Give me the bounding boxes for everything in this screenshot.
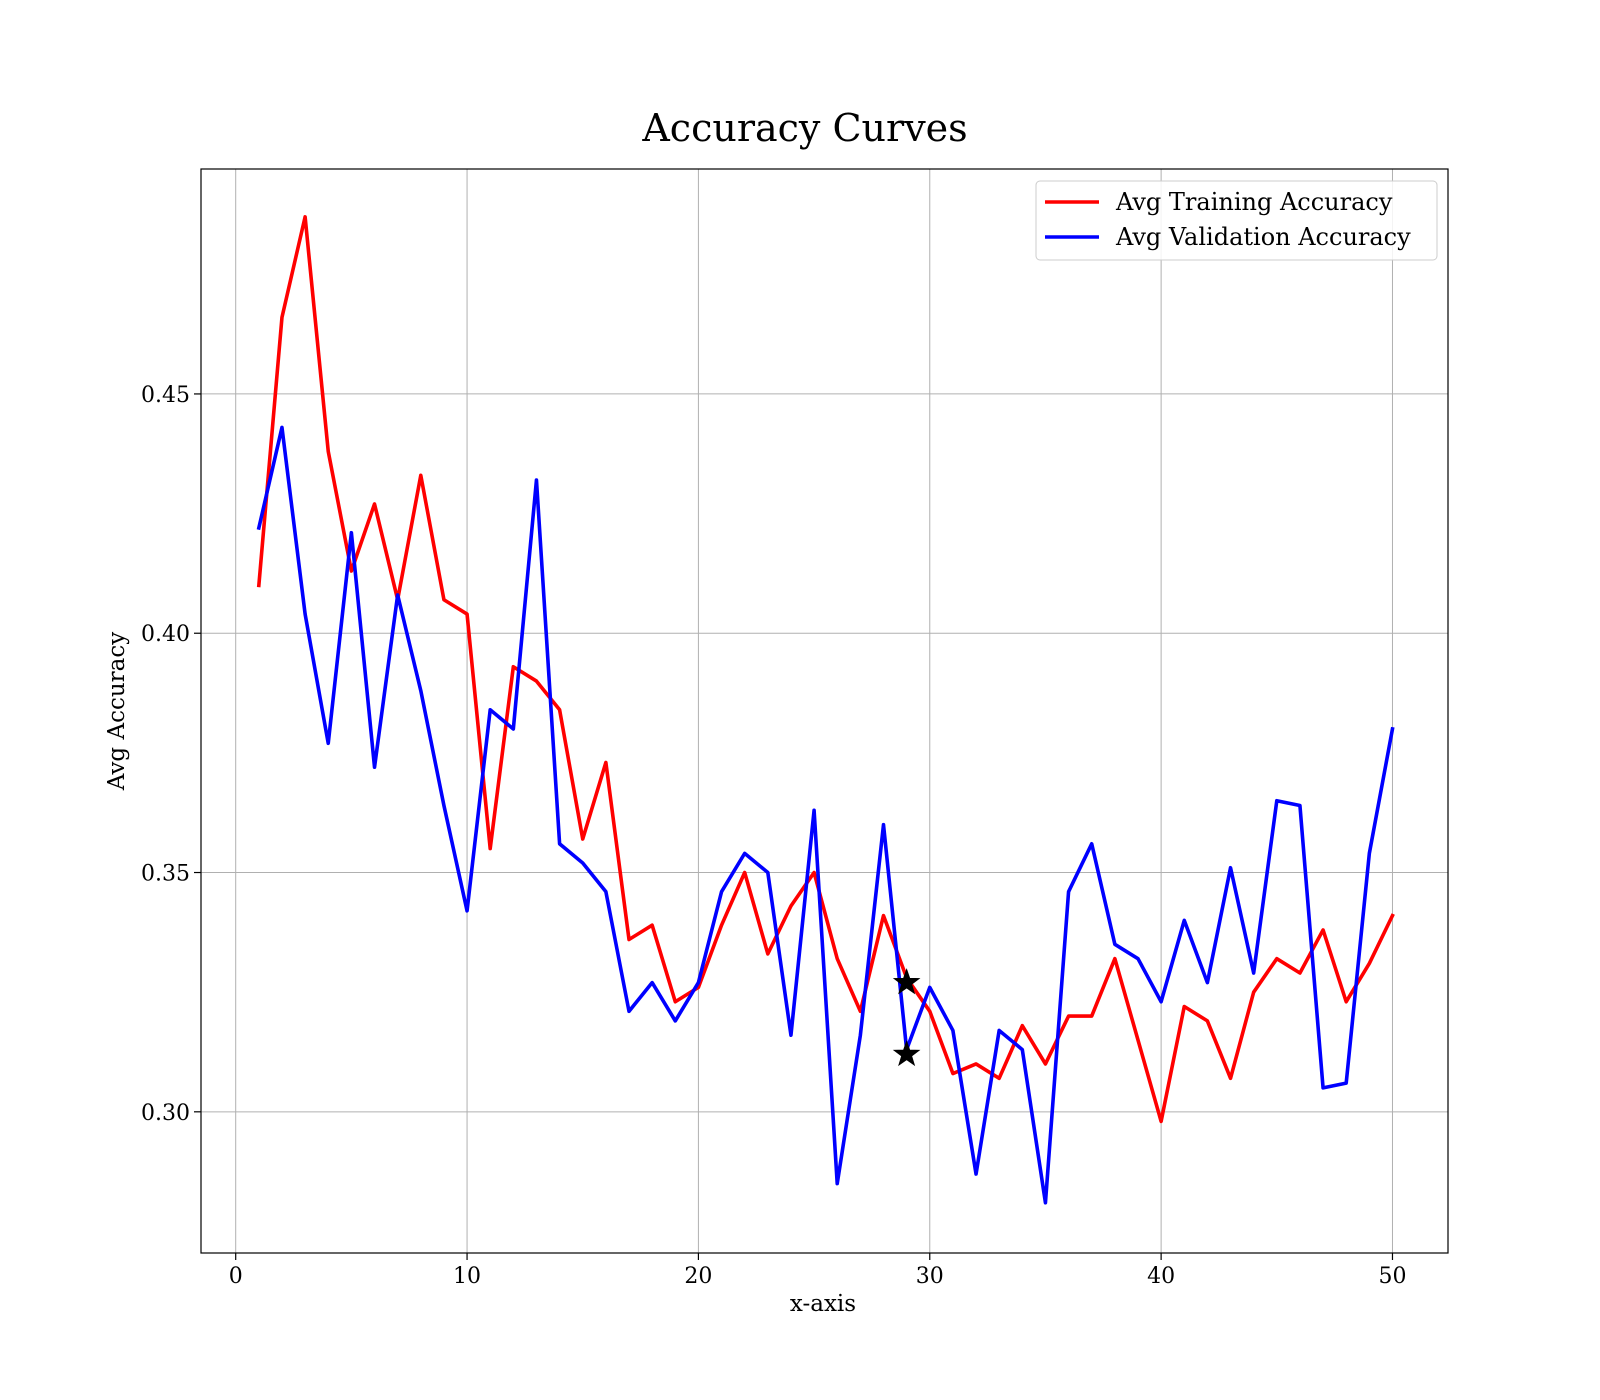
x-tick-label: 30 bbox=[916, 1264, 944, 1289]
best-point-markers bbox=[892, 968, 921, 1067]
y-tick-label: 0.45 bbox=[141, 383, 190, 408]
y-tick-label: 0.35 bbox=[141, 862, 190, 887]
x-tick-label: 50 bbox=[1378, 1264, 1406, 1289]
x-tick-label: 10 bbox=[453, 1264, 481, 1289]
star-marker bbox=[892, 1039, 921, 1067]
legend: Avg Training Accuracy Avg Validation Accu… bbox=[1035, 180, 1438, 261]
x-tick-label: 0 bbox=[229, 1264, 243, 1289]
plot-series bbox=[256, 215, 1395, 1205]
chart-title: Accuracy Curves bbox=[641, 106, 967, 150]
legend-items: Avg Training Accuracy Avg Validation Accu… bbox=[1045, 188, 1411, 251]
legend-label: Avg Validation Accuracy bbox=[1115, 223, 1411, 251]
x-tick-label: 40 bbox=[1147, 1264, 1175, 1289]
grid bbox=[201, 169, 1448, 1253]
x-axis-label: x-axis bbox=[790, 1291, 856, 1317]
axis-ticks: 0 10 20 30 40 50 0.30 0.35 0.40 0.45 bbox=[141, 383, 1406, 1289]
y-tick-label: 0.30 bbox=[141, 1101, 190, 1126]
star-marker bbox=[892, 968, 921, 995]
legend-label: Avg Training Accuracy bbox=[1115, 188, 1393, 216]
y-tick-label: 0.40 bbox=[141, 622, 190, 647]
series-line bbox=[256, 215, 1395, 1124]
x-tick-label: 20 bbox=[684, 1264, 712, 1289]
series-line bbox=[256, 425, 1395, 1205]
plot-frame bbox=[200, 168, 1449, 1254]
legend-box bbox=[1035, 180, 1438, 261]
y-axis-label: Avg Accuracy bbox=[104, 632, 130, 791]
